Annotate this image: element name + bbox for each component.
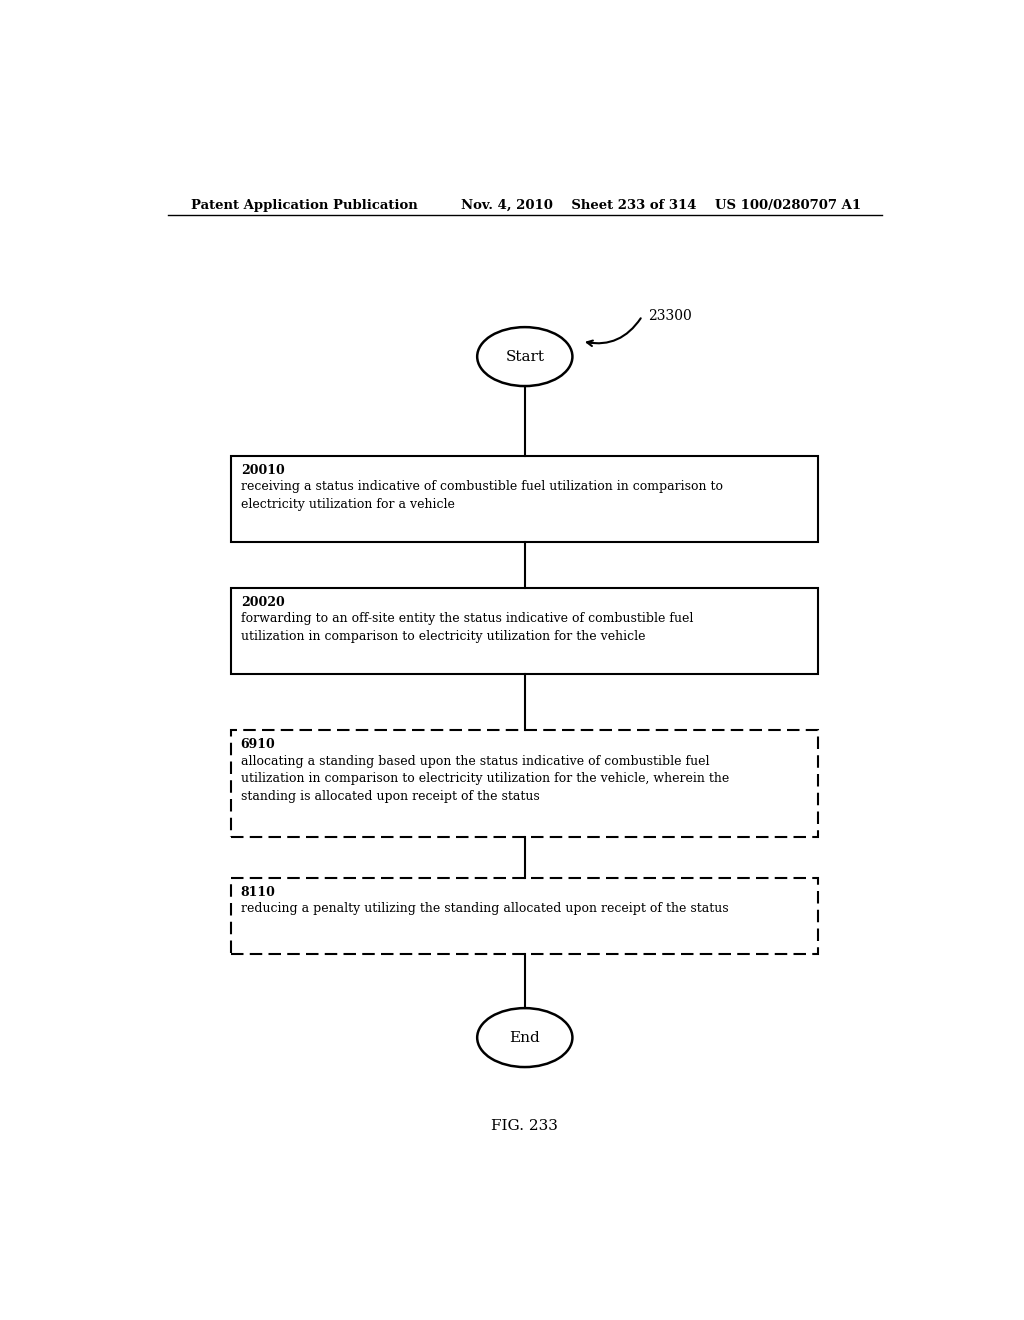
Text: Start: Start — [505, 350, 545, 363]
Text: 20010: 20010 — [241, 463, 285, 477]
Bar — [231, 730, 818, 837]
Text: 20020: 20020 — [241, 595, 285, 609]
Text: 23300: 23300 — [648, 309, 691, 323]
Bar — [231, 878, 818, 954]
Text: forwarding to an off-site entity the status indicative of combustible fuel
utili: forwarding to an off-site entity the sta… — [241, 612, 693, 643]
Text: reducing a penalty utilizing the standing allocated upon receipt of the status: reducing a penalty utilizing the standin… — [241, 902, 728, 915]
Text: End: End — [509, 1031, 541, 1044]
Text: FIG. 233: FIG. 233 — [492, 1119, 558, 1133]
Text: Nov. 4, 2010    Sheet 233 of 314    US 100/0280707 A1: Nov. 4, 2010 Sheet 233 of 314 US 100/028… — [461, 198, 861, 211]
Text: 8110: 8110 — [241, 886, 275, 899]
Text: 6910: 6910 — [241, 738, 275, 751]
Bar — [231, 455, 818, 543]
Text: Patent Application Publication: Patent Application Publication — [191, 198, 418, 211]
Text: allocating a standing based upon the status indicative of combustible fuel
utili: allocating a standing based upon the sta… — [241, 755, 729, 803]
Text: receiving a status indicative of combustible fuel utilization in comparison to
e: receiving a status indicative of combust… — [241, 480, 723, 511]
Bar — [231, 587, 818, 675]
